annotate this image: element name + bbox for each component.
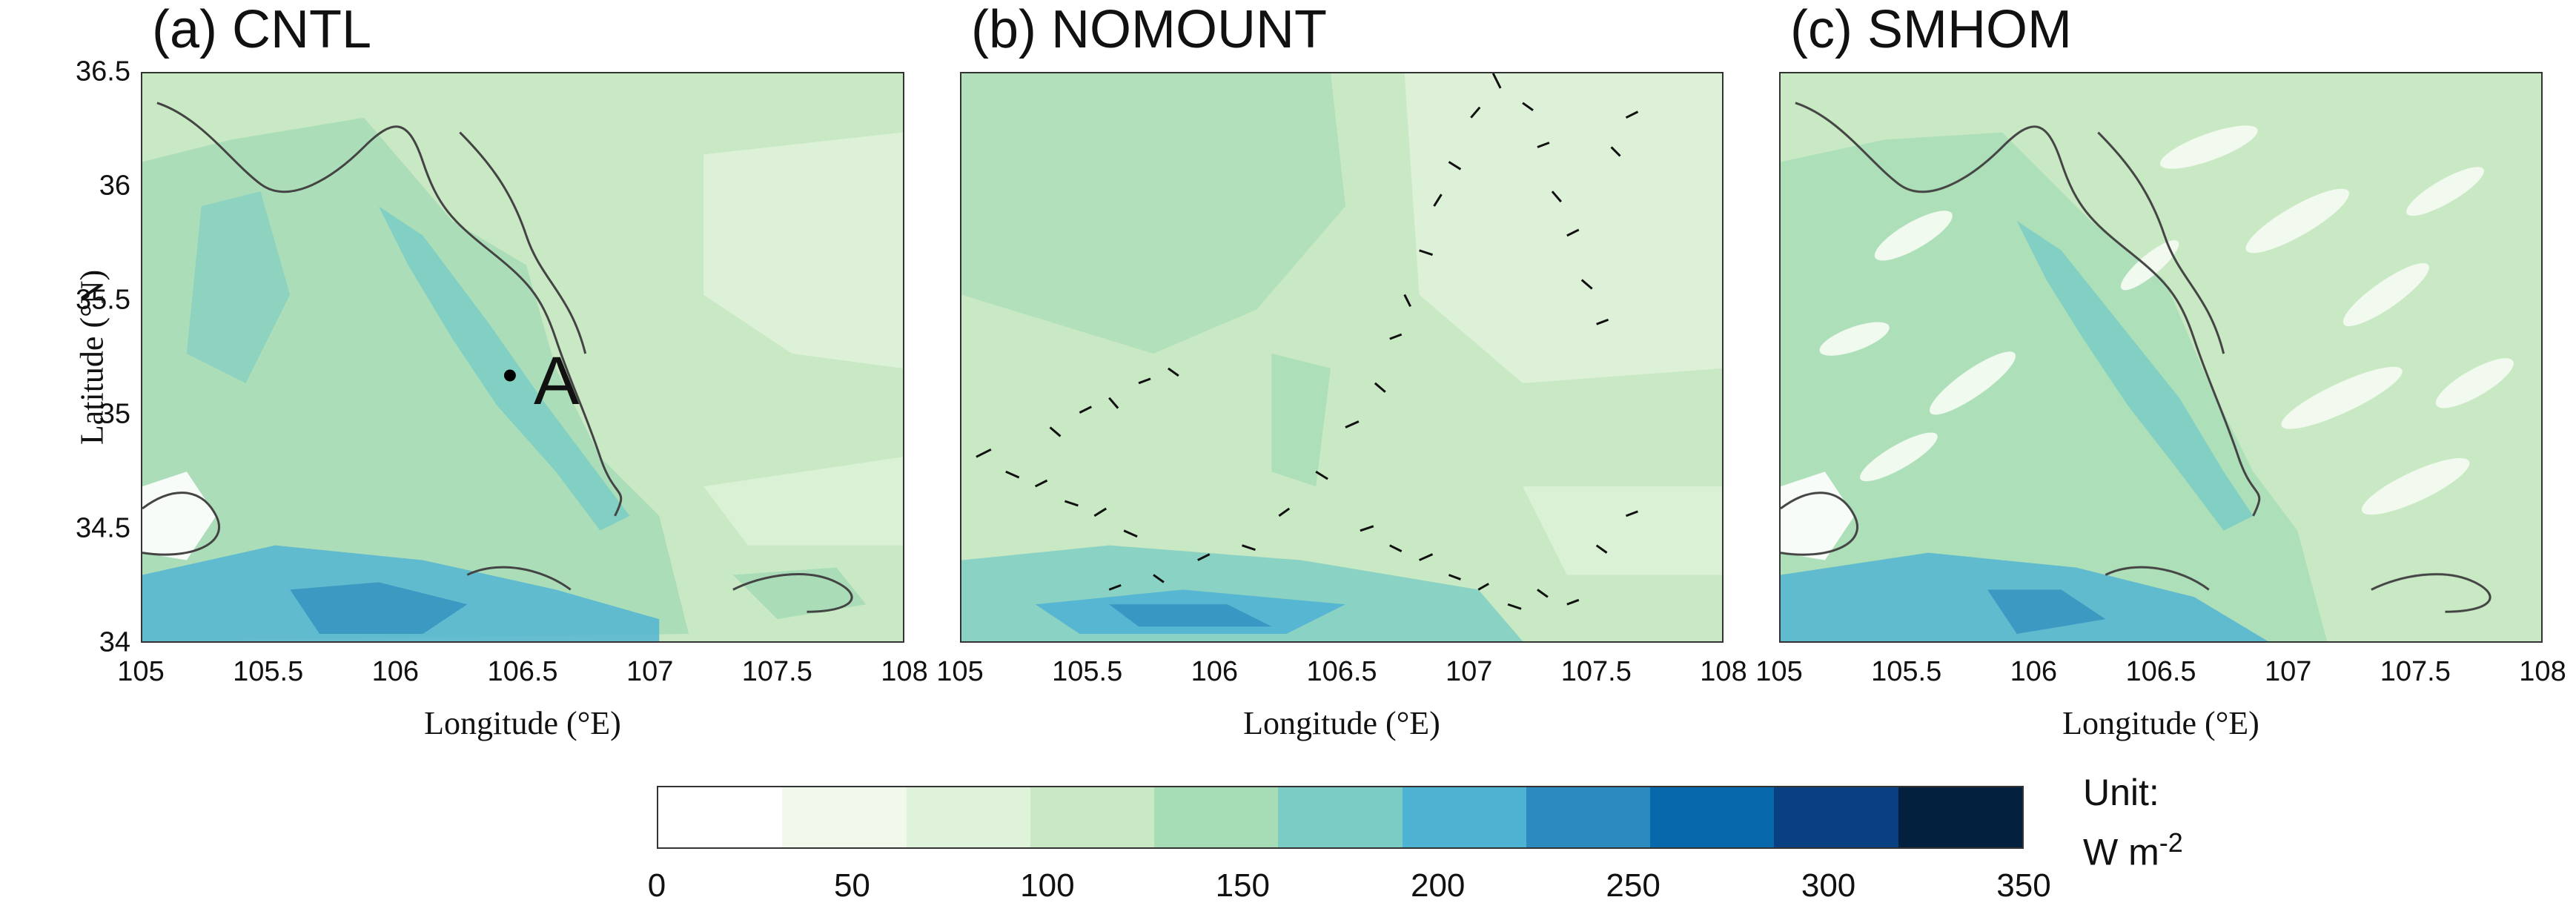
panel-title-c: (c) SMHOM (1790, 0, 2072, 59)
x-tick-label: 105.5 (1052, 656, 1123, 687)
colorbar-tick-label: 50 (833, 867, 870, 904)
x-tick-label: 106.5 (487, 656, 558, 687)
y-tick-label: 35.5 (76, 284, 130, 316)
colorbar-segment (1030, 787, 1155, 847)
x-tick-label: 106 (2010, 656, 2058, 687)
y-tick-label: 36 (99, 170, 130, 202)
point-a-marker (503, 369, 516, 382)
colorbar-tick-label: 350 (1996, 867, 2051, 904)
field-cntl (142, 73, 903, 641)
y-tick-label: 36.5 (76, 56, 130, 87)
y-tick-label: 35 (99, 398, 130, 430)
y-axis-label: Latitude (°N) (73, 269, 110, 446)
colorbar-segment (1278, 787, 1403, 847)
colorbar-segment (1898, 787, 2022, 847)
x-axis-label-c: Longitude (°E) (2062, 705, 2259, 741)
map-panel-cntl (141, 72, 904, 643)
unit-value: W m-2 (2083, 827, 2183, 874)
x-tick-label: 106 (1191, 656, 1239, 687)
colorbar-segment (1650, 787, 1775, 847)
x-tick-label: 106 (371, 656, 420, 687)
colorbar-tick-label: 0 (647, 867, 666, 904)
panel-title-a: (a) CNTL (152, 0, 372, 59)
colorbar-tick-label: 250 (1606, 867, 1661, 904)
colorbar-segment (1526, 787, 1651, 847)
colorbar-segment (906, 787, 1030, 847)
map-panel-smhom (1779, 72, 2543, 643)
colorbar-segment (1154, 787, 1279, 847)
x-tick-label: 108 (2519, 656, 2566, 687)
colorbar-tick-label: 100 (1020, 867, 1075, 904)
x-tick-label: 106.5 (1306, 656, 1377, 687)
panel-title-b: (b) NOMOUNT (971, 0, 1327, 59)
x-tick-label: 107 (626, 656, 674, 687)
x-tick-label: 105 (936, 656, 984, 687)
field-nomount (961, 73, 1722, 641)
x-tick-label: 105.5 (1871, 656, 1942, 687)
field-smhom (1781, 73, 2541, 641)
unit-label: Unit: (2083, 772, 2159, 813)
x-tick-label: 105 (1755, 656, 1803, 687)
x-tick-label: 107 (1445, 656, 1493, 687)
x-tick-label: 105.5 (233, 656, 304, 687)
y-tick-label: 34.5 (76, 512, 130, 544)
x-axis-label-b: Longitude (°E) (1243, 705, 1440, 741)
x-tick-label: 106.5 (2125, 656, 2196, 687)
x-tick-label: 107 (2264, 656, 2312, 687)
colorbar-segment (1402, 787, 1526, 847)
colorbar-tick-label: 150 (1215, 867, 1270, 904)
x-tick-label: 107.5 (741, 656, 812, 687)
unit-text: W m (2083, 831, 2159, 873)
colorbar (657, 786, 2024, 849)
x-tick-label: 108 (881, 656, 928, 687)
x-tick-label: 107.5 (2380, 656, 2451, 687)
map-panel-nomount (960, 72, 1724, 643)
x-tick-label: 107.5 (1560, 656, 1632, 687)
y-tick-label: 34 (99, 626, 130, 658)
colorbar-tick-label: 300 (1801, 867, 1856, 904)
unit-exponent: -2 (2159, 827, 2183, 858)
colorbar-tick-label: 200 (1410, 867, 1466, 904)
x-tick-label: 105 (117, 656, 165, 687)
colorbar-segment (1774, 787, 1898, 847)
x-tick-label: 108 (1700, 656, 1747, 687)
colorbar-segment (658, 787, 783, 847)
x-axis-label-a: Longitude (°E) (424, 705, 621, 741)
point-a-label: A (534, 343, 580, 419)
colorbar-segment (782, 787, 907, 847)
